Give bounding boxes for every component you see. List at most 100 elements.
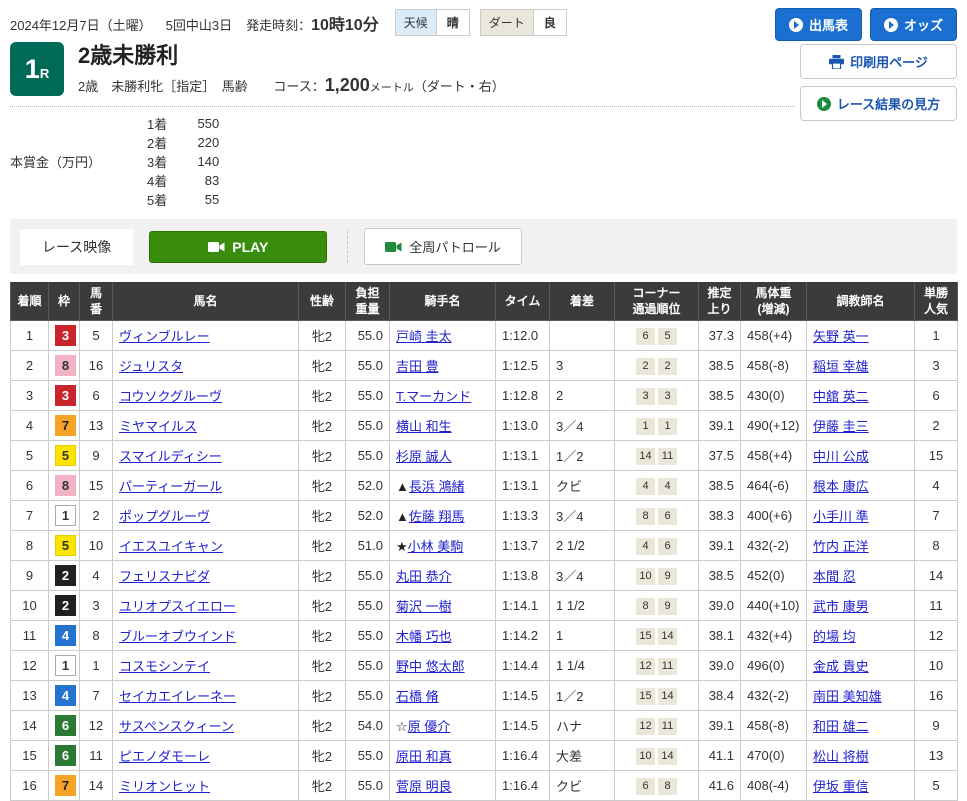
jockey-name-link[interactable]: 戸崎 圭太 bbox=[396, 329, 452, 345]
trainer-name-link[interactable]: 伊坂 重信 bbox=[813, 779, 869, 795]
horse-weight: 408(-4) bbox=[740, 770, 807, 801]
bracket-number-badge: 2 bbox=[55, 565, 76, 587]
results-guide-button[interactable]: レース結果の見方 bbox=[800, 86, 957, 121]
jockey-name-link[interactable]: 菅原 明良 bbox=[396, 779, 452, 795]
jockey-name-link[interactable]: 野中 悠太郎 bbox=[396, 659, 465, 675]
margin: 3／4 bbox=[549, 410, 615, 442]
carried-weight: 55.0 bbox=[345, 770, 390, 801]
margin: 1 bbox=[549, 620, 615, 652]
horse-name-link[interactable]: ジュリスタ bbox=[119, 359, 184, 375]
trainer-name-link[interactable]: 小手川 準 bbox=[813, 509, 869, 525]
win-favorite-rank: 11 bbox=[914, 590, 958, 622]
horse-weight: 458(+4) bbox=[740, 440, 807, 472]
jockey-name-link[interactable]: 石橋 脩 bbox=[396, 689, 439, 705]
margin: クビ bbox=[549, 470, 615, 502]
jockey-name-link[interactable]: 原 優介 bbox=[407, 719, 451, 735]
shutsuba-button[interactable]: 出馬表 bbox=[774, 8, 862, 41]
prize-place: 1着 bbox=[147, 117, 168, 133]
bracket-cell: 2 bbox=[48, 590, 80, 622]
trainer-name-link[interactable]: 根本 康広 bbox=[813, 479, 869, 495]
trainer-name-link[interactable]: 稲垣 幸雄 bbox=[813, 359, 869, 375]
horse-name-link[interactable]: ポップグルーヴ bbox=[119, 509, 211, 525]
last-3f-time: 39.0 bbox=[698, 590, 741, 622]
trainer-name-link[interactable]: 的場 均 bbox=[813, 629, 856, 645]
trainer-name-link[interactable]: 中川 公成 bbox=[813, 449, 869, 465]
jockey-cell: 菊沢 一樹 bbox=[389, 590, 496, 622]
trainer-name-link[interactable]: 伊藤 圭三 bbox=[813, 419, 869, 435]
trainer-name-link[interactable]: 南田 美知雄 bbox=[813, 689, 882, 705]
horse-name-link[interactable]: パーティーガール bbox=[119, 479, 223, 495]
jockey-name-link[interactable]: 菊沢 一樹 bbox=[396, 599, 452, 615]
course-distance: 1,200 bbox=[324, 75, 370, 96]
video-camera-icon bbox=[385, 241, 402, 252]
trainer-cell: 武市 康男 bbox=[806, 590, 915, 622]
horse-name-link[interactable]: ミリオンヒット bbox=[119, 779, 211, 795]
horse-name-link[interactable]: ピエノダモーレ bbox=[119, 749, 211, 765]
jockey-name-link[interactable]: 佐藤 翔馬 bbox=[408, 509, 465, 525]
horse-name-link[interactable]: スマイルディシー bbox=[119, 449, 222, 465]
horse-name-link[interactable]: イエスユイキャン bbox=[119, 539, 223, 555]
horse-name-link[interactable]: ミヤマイルス bbox=[119, 419, 198, 435]
print-page-button[interactable]: 印刷用ページ bbox=[800, 44, 957, 79]
horse-name-link[interactable]: ブルーオブウインド bbox=[119, 629, 237, 645]
printer-icon bbox=[829, 54, 845, 69]
trainer-name-link[interactable]: 和田 雄二 bbox=[813, 719, 869, 735]
sex-age: 牝2 bbox=[298, 620, 346, 652]
corner-position-box: 14 bbox=[658, 747, 677, 765]
jockey-name-link[interactable]: 横山 和生 bbox=[396, 419, 452, 435]
jockey-name-link[interactable]: 小林 美駒 bbox=[407, 539, 464, 555]
prize-amount: 55 bbox=[204, 192, 220, 208]
prize-amount: 550 bbox=[197, 116, 220, 132]
horse-name-link[interactable]: サスペンスクィーン bbox=[119, 719, 234, 735]
table-row: 6 8 15 パーティーガール 牝2 52.0 ▲長浜 鴻緒 1:13.1 クビ 4 4 38.5 46… bbox=[10, 470, 958, 502]
jockey-cell: 木幡 巧也 bbox=[389, 620, 496, 652]
track-condition-badge: ダート 良 bbox=[479, 9, 567, 36]
prize-place: 3着 bbox=[147, 155, 168, 171]
bracket-number-badge: 1 bbox=[55, 655, 76, 677]
weather-badge: 天候 晴 bbox=[394, 9, 470, 36]
prize-item: 2着 220 bbox=[123, 133, 219, 152]
column-header: 調教師名 bbox=[806, 282, 915, 322]
jockey-name-link[interactable]: 長浜 鴻緒 bbox=[408, 479, 465, 495]
horse-name-cell: ミリオンヒット bbox=[112, 770, 299, 801]
horse-name-link[interactable]: コスモシンテイ bbox=[119, 659, 211, 675]
jockey-name-link[interactable]: 原田 和真 bbox=[396, 749, 452, 765]
jockey-name-link[interactable]: 吉田 豊 bbox=[396, 359, 439, 375]
trainer-name-link[interactable]: 金成 貴史 bbox=[813, 659, 869, 675]
jockey-name-link[interactable]: 丸田 恭介 bbox=[396, 569, 452, 585]
last-3f-time: 38.3 bbox=[698, 500, 741, 532]
horse-name-link[interactable]: セイカエイレーネー bbox=[119, 689, 237, 705]
trainer-name-link[interactable]: 矢野 英一 bbox=[813, 329, 869, 345]
horse-name-cell: ユリオプスイエロー bbox=[112, 590, 299, 622]
margin: 1／2 bbox=[549, 680, 615, 712]
horse-name-link[interactable]: ヴィンブルレー bbox=[119, 329, 210, 345]
trainer-name-link[interactable]: 本間 忍 bbox=[813, 569, 856, 585]
finish-position: 5 bbox=[10, 440, 49, 472]
trainer-cell: 伊坂 重信 bbox=[806, 770, 915, 801]
odds-button[interactable]: オッズ bbox=[869, 8, 957, 41]
column-header: 馬体重 (増減) bbox=[740, 282, 807, 322]
bracket-cell: 2 bbox=[48, 560, 80, 592]
finish-position: 3 bbox=[10, 380, 49, 412]
horse-name-link[interactable]: フェリスナビダ bbox=[119, 569, 211, 585]
trainer-name-link[interactable]: 中舘 英二 bbox=[813, 389, 869, 405]
play-button[interactable]: PLAY bbox=[149, 230, 328, 263]
corner-position-box: 6 bbox=[658, 537, 677, 555]
trainer-cell: 稲垣 幸雄 bbox=[806, 350, 915, 382]
corner-position-box: 2 bbox=[636, 357, 655, 375]
apprentice-mark: ▲ bbox=[396, 479, 409, 495]
trainer-name-link[interactable]: 竹内 正洋 bbox=[813, 539, 869, 555]
trainer-name-link[interactable]: 武市 康男 bbox=[813, 599, 869, 615]
patrol-video-button[interactable]: 全周パトロール bbox=[364, 228, 522, 266]
jockey-name-link[interactable]: 杉原 誠人 bbox=[396, 449, 452, 465]
trainer-name-link[interactable]: 松山 将樹 bbox=[813, 749, 869, 765]
jockey-name-link[interactable]: T.マーカンド bbox=[396, 389, 472, 405]
weather-value: 晴 bbox=[436, 10, 469, 35]
horse-name-link[interactable]: ユリオプスイエロー bbox=[119, 599, 236, 615]
win-favorite-rank: 14 bbox=[914, 560, 958, 592]
horse-weight: 432(+4) bbox=[740, 620, 807, 652]
horse-name-cell: セイカエイレーネー bbox=[112, 680, 299, 712]
horse-name-link[interactable]: コウソクグルーヴ bbox=[119, 389, 222, 405]
jockey-name-link[interactable]: 木幡 巧也 bbox=[396, 629, 452, 645]
